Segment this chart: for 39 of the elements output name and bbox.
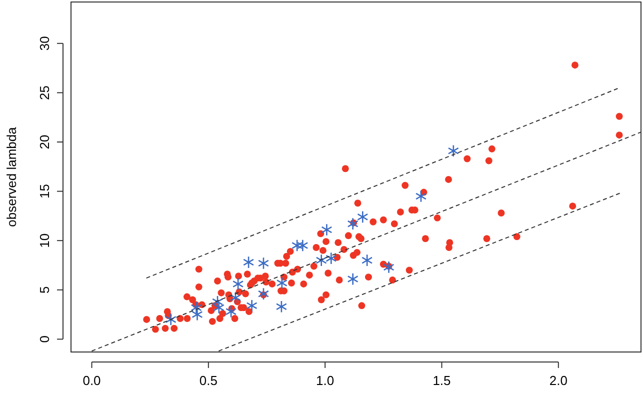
point xyxy=(192,308,203,321)
point xyxy=(243,256,254,269)
point xyxy=(212,295,224,308)
point xyxy=(246,299,258,312)
point xyxy=(316,254,327,267)
point xyxy=(448,144,459,158)
point xyxy=(213,301,224,314)
y-tick-label: 20 xyxy=(37,134,52,150)
point xyxy=(326,252,337,265)
x-tick-label: 0.0 xyxy=(82,373,101,388)
point xyxy=(415,190,427,203)
point xyxy=(347,218,358,230)
y-tick-label: 15 xyxy=(37,184,52,199)
point xyxy=(258,288,270,300)
y-tick-label: 25 xyxy=(37,85,52,100)
point xyxy=(165,313,176,326)
x-tick-label: 1.0 xyxy=(316,373,334,388)
point xyxy=(230,291,242,304)
point xyxy=(226,305,237,318)
point xyxy=(276,276,288,290)
y-axis-title: observed lambda xyxy=(4,126,19,227)
point xyxy=(362,254,373,267)
x-tick-label: 0.5 xyxy=(199,373,218,388)
point xyxy=(190,301,202,314)
point xyxy=(292,239,303,252)
point xyxy=(232,278,244,290)
x-tick-label: 1.5 xyxy=(432,373,451,388)
y-tick-label: 0 xyxy=(37,336,52,343)
point xyxy=(276,300,288,313)
y-tick-label: 10 xyxy=(37,233,52,248)
point xyxy=(383,260,394,274)
point xyxy=(357,210,368,224)
point xyxy=(347,272,358,286)
y-tick-label: 5 xyxy=(37,286,52,294)
y-tick-label: 30 xyxy=(37,36,52,51)
x-tick-label: 2.0 xyxy=(549,373,568,388)
point xyxy=(297,239,308,252)
point xyxy=(321,223,332,236)
point xyxy=(258,256,270,270)
